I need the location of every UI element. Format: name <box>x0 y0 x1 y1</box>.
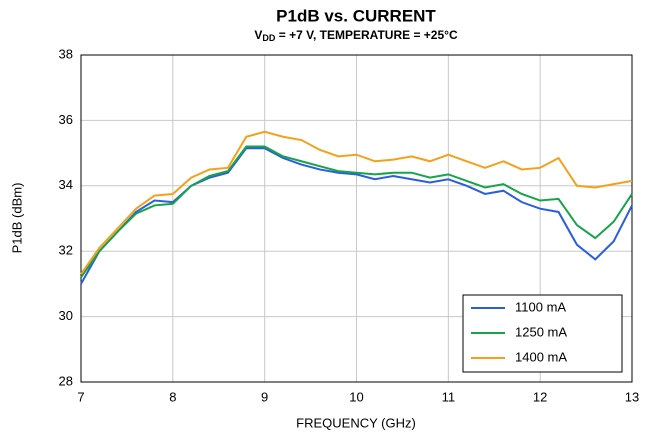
subtitle-part: V <box>254 28 262 42</box>
series-line <box>80 147 633 285</box>
y-tick-label: 32 <box>59 243 73 258</box>
y-tick-label: 38 <box>59 46 73 61</box>
x-tick-label: 12 <box>533 389 547 404</box>
chart-subtitle: VDD = +7 V, TEMPERATURE = +25°C <box>254 28 458 43</box>
legend-label: 1400 mA <box>515 349 567 364</box>
y-tick-label: 30 <box>59 308 73 323</box>
x-tick-label: 13 <box>625 389 639 404</box>
x-axis-label: FREQUENCY (GHz) <box>296 415 416 430</box>
x-tick-label: 10 <box>349 389 363 404</box>
series-line <box>80 130 633 275</box>
y-axis-label: P1dB (dBm) <box>9 183 24 254</box>
subtitle-subscript: DD <box>262 33 275 43</box>
chart-title: P1dB vs. CURRENT <box>276 6 436 25</box>
x-tick-label: 9 <box>261 389 268 404</box>
legend-label: 1100 mA <box>515 299 566 314</box>
series-line <box>80 145 633 278</box>
x-tick-label: 11 <box>442 389 456 404</box>
y-tick-label: 34 <box>59 177 73 192</box>
subtitle-part: = +7 V, TEMPERATURE = +25°C <box>275 28 458 42</box>
y-tick-label: 36 <box>59 112 73 127</box>
x-tick-label: 8 <box>169 389 176 404</box>
legend-label: 1250 mA <box>515 324 567 339</box>
plot-border <box>80 54 633 383</box>
x-tick-label: 7 <box>77 389 84 404</box>
y-tick-label: 28 <box>59 373 73 388</box>
